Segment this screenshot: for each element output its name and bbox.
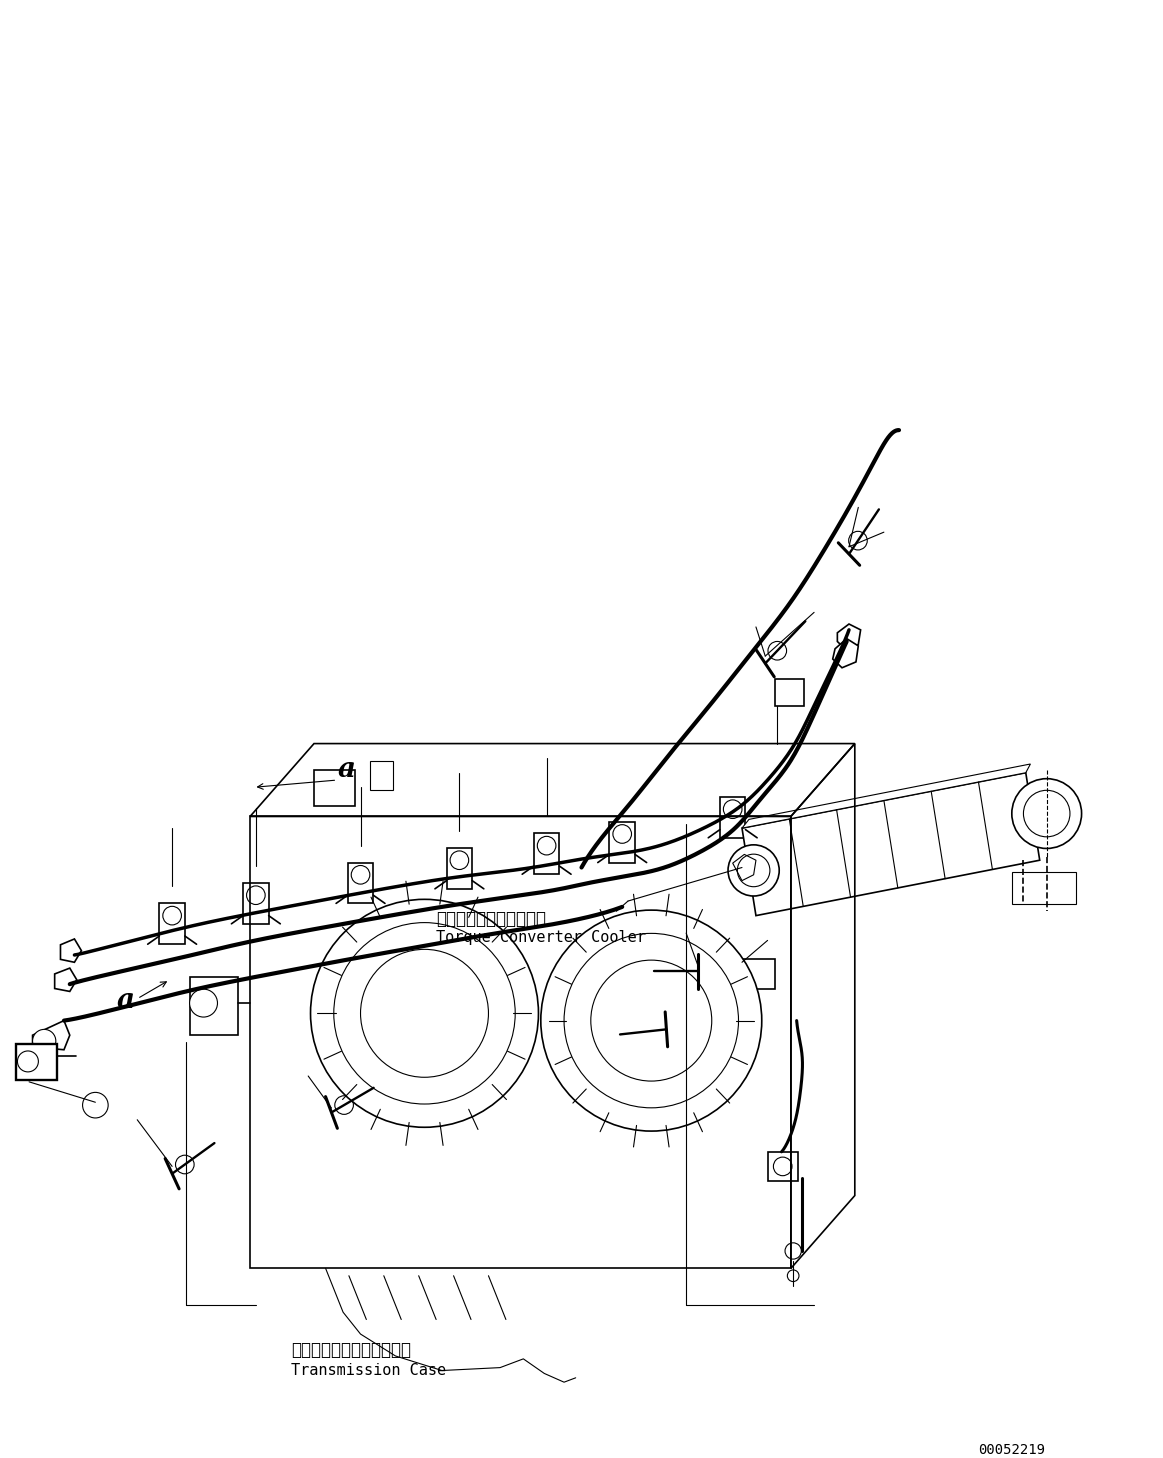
Circle shape	[723, 800, 742, 818]
Bar	[447, 849, 472, 889]
Text: トルクコンバータクーラ: トルクコンバータクーラ	[436, 910, 547, 927]
Polygon shape	[837, 624, 861, 650]
Bar	[775, 679, 804, 706]
Circle shape	[163, 907, 181, 924]
Circle shape	[541, 910, 762, 1131]
Circle shape	[537, 837, 556, 854]
Polygon shape	[742, 764, 1030, 828]
Circle shape	[190, 989, 217, 1018]
Bar	[609, 822, 635, 863]
Polygon shape	[33, 1021, 70, 1050]
Circle shape	[351, 866, 370, 884]
Bar	[720, 798, 745, 838]
Bar	[16, 1044, 57, 1080]
Circle shape	[715, 983, 734, 1000]
Polygon shape	[60, 939, 81, 962]
Circle shape	[311, 900, 538, 1127]
Bar	[243, 884, 269, 924]
Circle shape	[361, 949, 488, 1077]
Text: a: a	[116, 987, 134, 1013]
Bar	[314, 770, 355, 806]
Circle shape	[564, 933, 739, 1108]
Polygon shape	[833, 639, 858, 668]
Text: Transmission Case: Transmission Case	[291, 1363, 445, 1378]
Circle shape	[768, 642, 786, 660]
Circle shape	[643, 1022, 662, 1040]
Circle shape	[849, 531, 868, 550]
Circle shape	[450, 851, 469, 869]
Circle shape	[247, 886, 265, 904]
Bar	[1012, 872, 1076, 904]
Circle shape	[676, 962, 694, 980]
Bar	[768, 1152, 798, 1181]
Bar	[348, 863, 373, 904]
Bar	[159, 904, 185, 945]
Text: 00052219: 00052219	[978, 1443, 1046, 1458]
Circle shape	[613, 825, 632, 843]
Text: a: a	[337, 757, 355, 783]
Circle shape	[33, 1029, 56, 1053]
Circle shape	[83, 1092, 108, 1118]
Text: トランスミッションケース: トランスミッションケース	[291, 1341, 411, 1359]
Circle shape	[334, 923, 515, 1104]
Bar	[370, 761, 393, 790]
Bar	[712, 1018, 744, 1047]
Text: Torque Converter Cooler: Torque Converter Cooler	[436, 930, 645, 945]
Circle shape	[785, 1242, 801, 1260]
Circle shape	[17, 1051, 38, 1072]
Circle shape	[737, 854, 770, 886]
Circle shape	[787, 1270, 799, 1282]
Circle shape	[1023, 790, 1070, 837]
Polygon shape	[742, 773, 1040, 916]
Circle shape	[591, 961, 712, 1080]
Circle shape	[1012, 779, 1082, 849]
Bar	[534, 834, 559, 875]
Polygon shape	[55, 968, 77, 991]
Circle shape	[728, 844, 779, 897]
Bar	[742, 959, 775, 989]
Circle shape	[773, 1158, 792, 1175]
Circle shape	[711, 1025, 732, 1045]
Bar	[190, 977, 238, 1035]
Circle shape	[176, 1155, 194, 1174]
Circle shape	[335, 1096, 354, 1114]
